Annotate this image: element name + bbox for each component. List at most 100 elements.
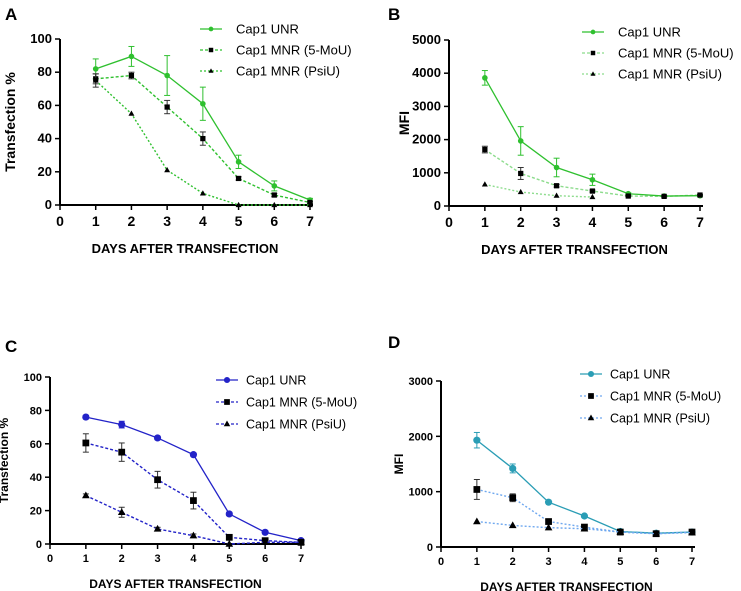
legend-marker — [587, 370, 595, 378]
data-point — [517, 138, 524, 144]
panel-C: C 0 1 2 3 4 5 6 7 0 20 40 60 80 100 DAYS AFTER TRANSFEC… — [0, 337, 357, 591]
data-point — [261, 528, 269, 536]
series-cap1-unr — [82, 413, 305, 545]
data-point — [225, 539, 234, 547]
legend-marker — [590, 50, 596, 56]
legend-marker — [587, 414, 595, 421]
legend-label: Cap1 MNR (5-MoU) — [610, 390, 721, 404]
y-tick-label: 80 — [30, 405, 42, 417]
x-tick-label: 7 — [306, 213, 314, 229]
data-point — [189, 531, 198, 539]
series-cap1-mnr-psiu- — [473, 517, 696, 537]
data-point — [235, 201, 242, 208]
series-line — [484, 183, 593, 198]
data-point — [154, 476, 161, 484]
data-point — [481, 181, 488, 187]
x-tick-label: 1 — [83, 553, 89, 565]
x-tick-label: 7 — [696, 214, 704, 230]
data-point — [473, 436, 481, 444]
x-tick-label: 3 — [546, 556, 552, 568]
data-point — [482, 146, 488, 153]
data-point — [589, 193, 596, 200]
legend-label: Cap1 MNR (PsiU) — [618, 67, 722, 82]
data-point — [473, 486, 481, 493]
data-point — [271, 183, 278, 189]
data-point — [473, 517, 481, 525]
x-tick-label: 6 — [653, 556, 659, 568]
y-tick-label: 40 — [30, 472, 42, 484]
legend-marker — [590, 71, 596, 76]
y-axis-label: Transfection % — [2, 72, 18, 172]
data-point — [261, 538, 269, 546]
data-point — [271, 192, 277, 198]
legend-marker — [590, 29, 596, 35]
data-point — [164, 104, 170, 110]
data-point — [235, 159, 242, 165]
data-point — [589, 176, 596, 183]
y-tick-label: 3000 — [409, 376, 433, 388]
data-point — [553, 192, 560, 198]
legend-label: Cap1 MNR (5-MoU) — [236, 43, 352, 58]
x-tick-label: 6 — [660, 214, 668, 230]
data-point — [128, 110, 135, 116]
x-tick-label: 1 — [92, 213, 100, 229]
data-point — [189, 451, 198, 459]
y-axis-label: MFI — [396, 111, 412, 135]
y-tick-label: 4000 — [412, 65, 441, 80]
data-point — [199, 190, 206, 196]
data-point — [625, 193, 631, 199]
data-point — [82, 413, 90, 421]
series-line — [85, 416, 302, 542]
legend-marker — [224, 399, 230, 405]
y-tick-label: 0 — [434, 198, 441, 213]
series-cap1-mnr-psiu- — [82, 491, 305, 547]
legend-marker — [223, 420, 231, 427]
y-axis-label: Transfection % — [0, 417, 11, 503]
data-point — [518, 170, 524, 177]
x-tick-label: 7 — [298, 553, 304, 565]
data-point — [235, 175, 242, 182]
x-tick-label: 5 — [235, 213, 243, 229]
x-axis-label: DAYS AFTER TRANSFECTION — [480, 580, 652, 591]
x-axis-label: DAYS AFTER TRANSFECTION — [481, 242, 668, 257]
y-tick-label: 80 — [38, 64, 52, 79]
y-tick-label: 1000 — [409, 487, 433, 499]
x-tick-label: 1 — [474, 556, 480, 568]
legend-label: Cap1 MNR (PsiU) — [236, 64, 340, 79]
legend-marker — [208, 68, 214, 73]
data-point — [200, 100, 206, 107]
data-point — [517, 188, 524, 195]
x-tick-label: 0 — [56, 213, 64, 229]
x-tick-label: 0 — [47, 553, 53, 565]
data-point — [661, 193, 667, 199]
data-point — [153, 524, 162, 532]
x-tick-label: 3 — [163, 213, 171, 229]
legend-label: Cap1 UNR — [246, 374, 306, 388]
data-point — [164, 166, 171, 173]
y-tick-label: 20 — [38, 164, 52, 179]
data-point — [544, 523, 553, 531]
data-point — [616, 528, 625, 535]
x-tick-label: 7 — [689, 556, 695, 568]
x-tick-label: 5 — [617, 556, 623, 568]
y-tick-label: 0 — [427, 542, 433, 554]
x-tick-label: 1 — [481, 214, 489, 230]
panel-B: B 0 1 2 3 4 5 6 7 0 1000 2000 3000 4000 5000 DAYS AFTER… — [388, 5, 734, 257]
x-tick-label: 2 — [517, 214, 525, 230]
legend-marker — [208, 47, 214, 53]
data-point — [271, 201, 278, 208]
data-point — [117, 508, 126, 515]
data-point — [544, 498, 553, 506]
y-tick-label: 60 — [38, 97, 52, 112]
data-point — [164, 72, 170, 79]
legend-marker — [223, 376, 231, 384]
data-point — [652, 529, 660, 537]
data-point — [580, 512, 589, 520]
legend-label: Cap1 MNR (PsiU) — [246, 418, 346, 432]
y-axis-label: MFI — [392, 454, 406, 475]
x-tick-label: 2 — [128, 213, 136, 229]
data-point — [225, 533, 233, 541]
series-cap1-unr — [481, 70, 703, 199]
